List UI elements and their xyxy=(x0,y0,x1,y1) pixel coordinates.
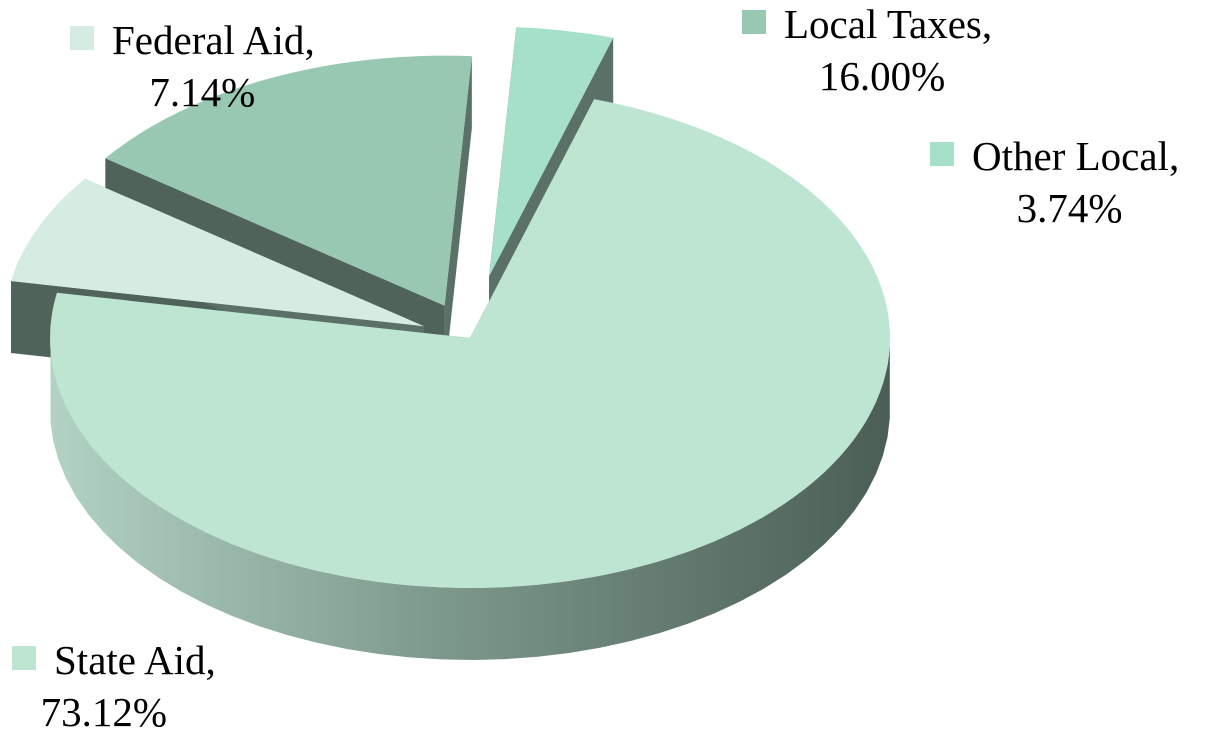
data-label-other-local: Other Local, 3.74% xyxy=(930,130,1179,234)
local-taxes-slice xyxy=(105,55,472,306)
federal-aid-category: Federal Aid xyxy=(112,17,305,63)
federal-aid-swatch xyxy=(70,26,94,50)
pie-tops xyxy=(10,27,890,589)
state-aid-separator: , xyxy=(205,637,216,683)
local-taxes-value: 16.00% xyxy=(818,53,946,99)
state-aid-swatch xyxy=(12,646,36,670)
local-taxes-category: Local Taxes xyxy=(784,1,982,47)
other-local-slice xyxy=(489,27,614,277)
state-aid-value: 73.12% xyxy=(40,689,168,735)
federal-aid-slice xyxy=(10,178,425,327)
state-aid-slice xyxy=(50,99,890,589)
state-aid-category: State Aid xyxy=(54,637,206,683)
other-local-swatch xyxy=(930,142,954,166)
local-taxes-separator: , xyxy=(981,1,993,47)
local-taxes-swatch xyxy=(742,10,766,34)
data-label-local-taxes: Local Taxes, 16.00% xyxy=(742,0,992,102)
federal-aid-value: 7.14% xyxy=(149,69,256,115)
data-label-state-aid: State Aid, 73.12% xyxy=(12,634,216,738)
state-aid-outer-wall xyxy=(50,345,890,660)
other-local-value: 3.74% xyxy=(1016,185,1123,231)
federal-aid-separator: , xyxy=(304,17,315,63)
local-taxes-cut-face xyxy=(444,56,472,378)
data-label-federal-aid: Federal Aid, 7.14% xyxy=(70,14,315,118)
other-local-category: Other Local xyxy=(972,133,1169,179)
other-local-separator: , xyxy=(1168,133,1180,179)
